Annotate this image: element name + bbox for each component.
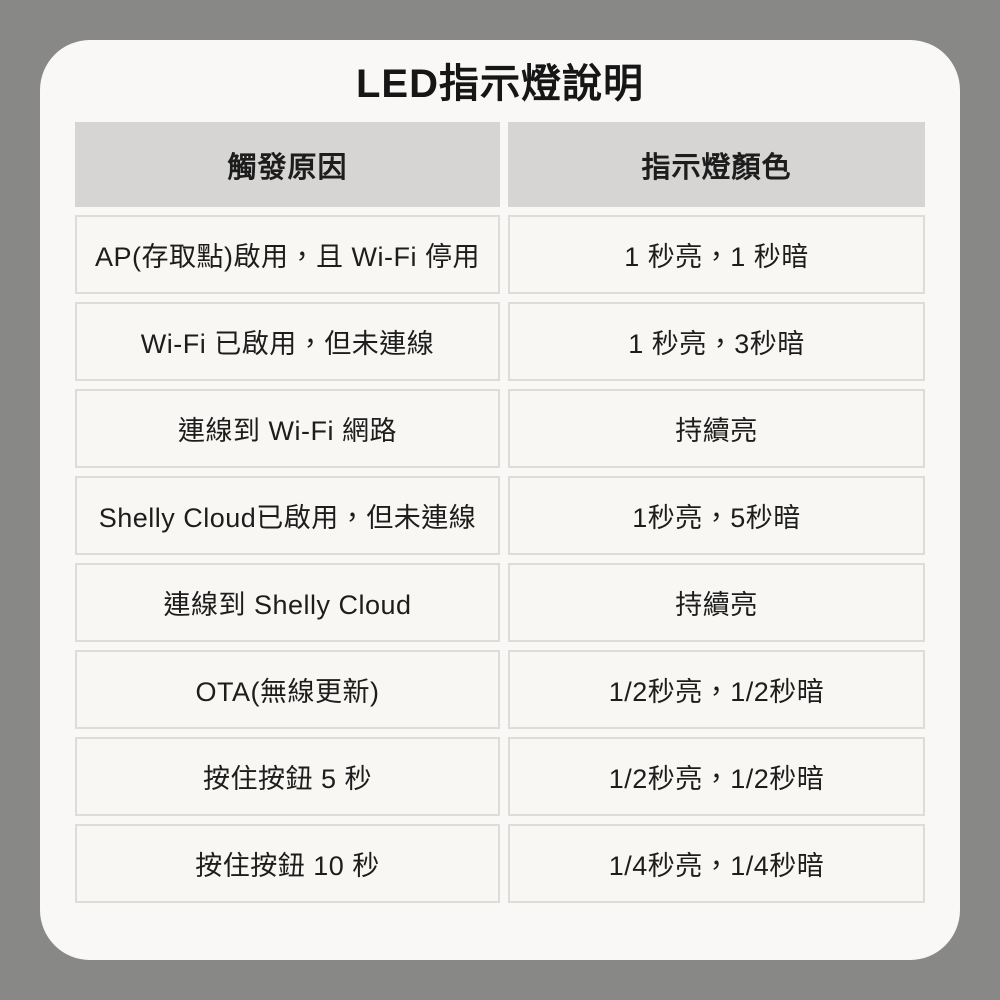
led-guide-card: LED指示燈說明 觸發原因 指示燈顏色 AP(存取點)啟用，且 Wi-Fi 停用… — [40, 40, 960, 960]
trigger-cell: 連線到 Shelly Cloud — [75, 563, 500, 642]
trigger-cell: Wi-Fi 已啟用，但未連線 — [75, 302, 500, 381]
trigger-cell: OTA(無線更新) — [75, 650, 500, 729]
color-cell: 1 秒亮，1 秒暗 — [508, 215, 925, 294]
color-cell: 1 秒亮，3秒暗 — [508, 302, 925, 381]
color-cell: 1/2秒亮，1/2秒暗 — [508, 650, 925, 729]
trigger-cell: AP(存取點)啟用，且 Wi-Fi 停用 — [75, 215, 500, 294]
trigger-cell: Shelly Cloud已啟用，但未連線 — [75, 476, 500, 555]
trigger-cell: 連線到 Wi-Fi 網路 — [75, 389, 500, 468]
color-cell: 1/2秒亮，1/2秒暗 — [508, 737, 925, 816]
led-indicator-table: 觸發原因 指示燈顏色 AP(存取點)啟用，且 Wi-Fi 停用 1 秒亮，1 秒… — [75, 122, 925, 903]
color-cell: 1/4秒亮，1/4秒暗 — [508, 824, 925, 903]
color-cell: 持續亮 — [508, 563, 925, 642]
column-header-color: 指示燈顏色 — [508, 122, 925, 207]
trigger-cell: 按住按鈕 5 秒 — [75, 737, 500, 816]
trigger-cell: 按住按鈕 10 秒 — [75, 824, 500, 903]
color-cell: 1秒亮，5秒暗 — [508, 476, 925, 555]
color-cell: 持續亮 — [508, 389, 925, 468]
page-title: LED指示燈說明 — [356, 62, 644, 106]
column-header-trigger: 觸發原因 — [75, 122, 500, 207]
